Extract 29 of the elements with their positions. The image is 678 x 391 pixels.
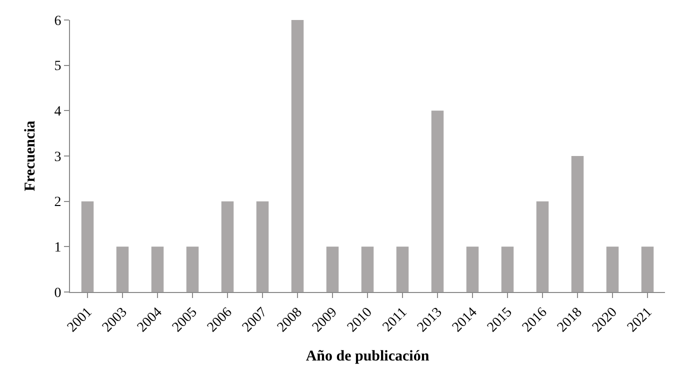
bar bbox=[116, 246, 129, 292]
bar bbox=[221, 201, 234, 292]
y-tick-label: 0 bbox=[54, 286, 62, 301]
bar bbox=[466, 246, 479, 292]
x-tick-label: 2001 bbox=[64, 304, 96, 336]
y-tick-label: 4 bbox=[54, 104, 62, 120]
bar bbox=[81, 201, 94, 292]
y-tick-label: 6 bbox=[54, 14, 62, 29]
bar bbox=[361, 246, 374, 292]
x-tick-label: 2021 bbox=[624, 304, 656, 336]
x-tick-label: 2011 bbox=[380, 304, 410, 336]
bar bbox=[641, 246, 654, 292]
y-axis-title: Frecuencia bbox=[22, 120, 38, 192]
bar bbox=[186, 246, 199, 292]
bar bbox=[151, 246, 164, 292]
bar bbox=[396, 246, 409, 292]
bar bbox=[291, 20, 304, 292]
bar bbox=[501, 246, 514, 292]
bar bbox=[326, 246, 339, 292]
bar bbox=[571, 156, 584, 292]
y-tick-label: 3 bbox=[54, 150, 62, 165]
bar bbox=[606, 246, 619, 292]
bar bbox=[256, 201, 269, 292]
bar bbox=[536, 201, 549, 292]
bar bbox=[431, 110, 444, 292]
y-tick-label: 5 bbox=[54, 59, 62, 74]
y-tick-label: 1 bbox=[54, 240, 62, 256]
y-tick-label: 2 bbox=[54, 195, 62, 210]
x-axis-title: Año de publicación bbox=[306, 348, 430, 364]
